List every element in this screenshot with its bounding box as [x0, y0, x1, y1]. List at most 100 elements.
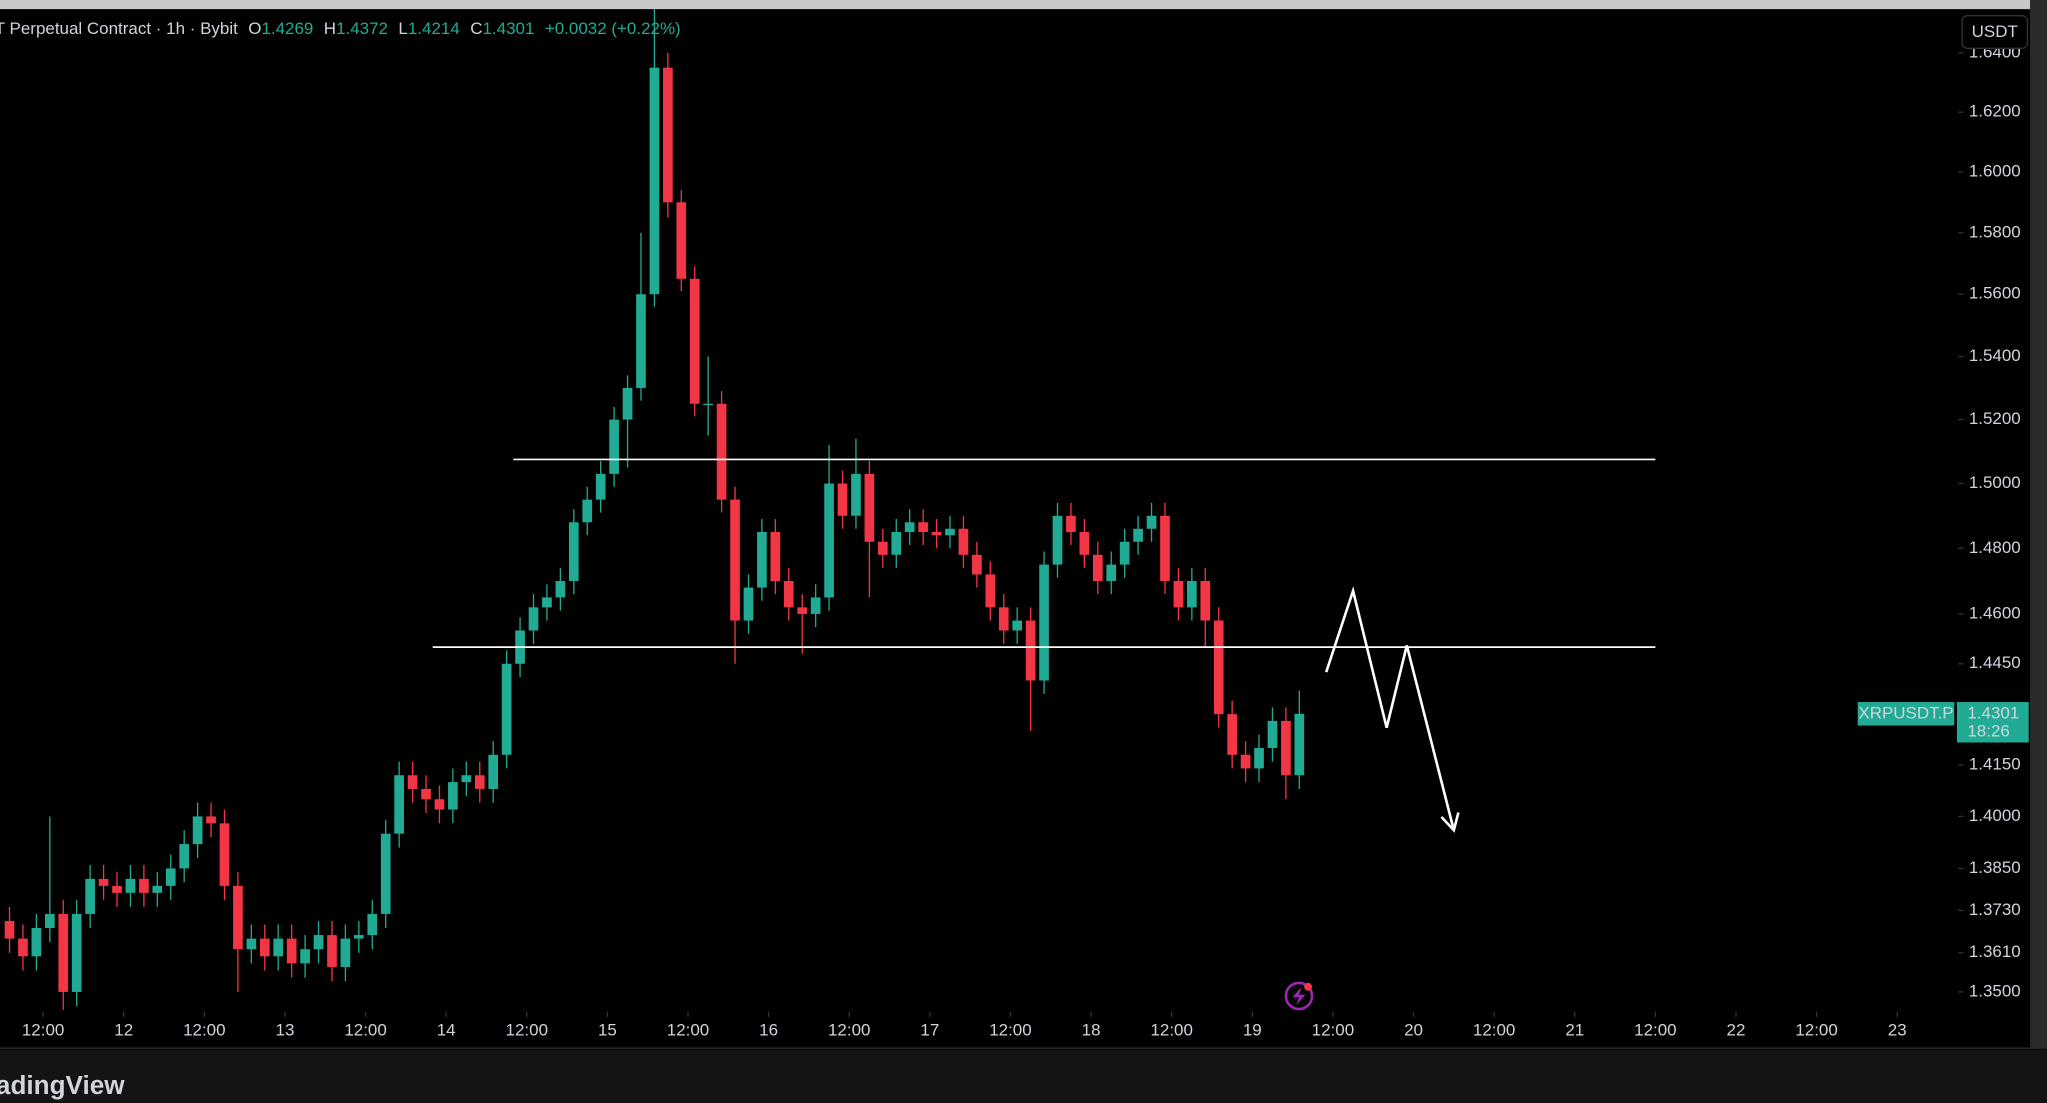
- y-tick-label: 1.5600: [1969, 284, 2021, 303]
- x-tick-label: 12:00: [828, 1021, 870, 1040]
- candle-body: [972, 554, 982, 575]
- candle-body: [1106, 564, 1117, 581]
- x-tick-label: 12:00: [1150, 1021, 1192, 1040]
- event-icon[interactable]: [1284, 981, 1314, 1011]
- x-tick-label: 19: [1243, 1021, 1262, 1040]
- candle-body: [1160, 515, 1170, 581]
- candle-body: [797, 607, 808, 614]
- x-tick-label: 12:00: [183, 1021, 225, 1040]
- x-tick-label: 12:00: [1312, 1021, 1354, 1040]
- candle-body: [501, 663, 512, 755]
- candle-body: [663, 67, 673, 203]
- candle-body: [313, 935, 324, 950]
- candle-body: [18, 938, 28, 957]
- candle-body: [622, 387, 633, 420]
- candle-body: [877, 541, 888, 555]
- candle-body: [394, 775, 404, 834]
- x-tick-label: 17: [920, 1021, 939, 1040]
- candle-body: [179, 844, 190, 869]
- candle-body: [31, 928, 42, 957]
- candle-body: [421, 788, 431, 800]
- candle-body: [743, 587, 754, 621]
- x-tick-label: 23: [1888, 1021, 1907, 1040]
- candle-body: [1254, 747, 1264, 769]
- candle-body: [44, 913, 55, 929]
- candle-body: [98, 878, 109, 886]
- candle-body: [340, 938, 351, 967]
- candle-body: [273, 938, 284, 957]
- candle-body: [689, 278, 700, 404]
- candle-body: [542, 597, 552, 608]
- candle-body: [1281, 720, 1291, 776]
- candle-body: [165, 868, 176, 886]
- candle-body: [864, 473, 875, 542]
- candle-body: [1227, 714, 1237, 755]
- candle-body: [367, 913, 378, 936]
- candle-body: [1025, 620, 1036, 681]
- candle-body: [609, 419, 619, 474]
- candle-body: [931, 532, 942, 536]
- x-tick-label: 12:00: [22, 1021, 64, 1040]
- candle-body: [4, 920, 15, 939]
- candle-body: [810, 597, 821, 614]
- candle-body: [904, 522, 915, 533]
- candle-body: [1200, 580, 1211, 621]
- y-tick-label: 1.3610: [1969, 942, 2021, 961]
- x-tick-label: 20: [1404, 1021, 1423, 1040]
- candle-body: [1119, 541, 1130, 565]
- candle-body: [985, 574, 996, 608]
- candle-body: [219, 823, 230, 886]
- candle-body: [259, 938, 270, 957]
- candle-body: [434, 799, 445, 810]
- plot: 1.64001.62001.60001.58001.56001.54001.52…: [4, 8, 2021, 1040]
- currency-button[interactable]: [1961, 15, 2029, 49]
- candle-body: [112, 885, 122, 893]
- candle-body: [206, 816, 216, 824]
- projection-line: [1324, 586, 1456, 831]
- candle-body: [407, 775, 418, 789]
- candle-body: [474, 775, 485, 789]
- ohlc-key: O: [248, 20, 261, 39]
- candle-body: [152, 885, 163, 893]
- candle-body: [300, 949, 310, 964]
- candle-body: [1092, 554, 1103, 581]
- y-tick-label: 1.3500: [1969, 981, 2021, 1000]
- x-tick-label: 22: [1727, 1021, 1746, 1040]
- candle-body: [1039, 564, 1049, 681]
- candle-body: [139, 878, 149, 893]
- currency[interactable]: USDT: [1972, 22, 2018, 41]
- candle-body: [1012, 620, 1023, 631]
- candle-body: [824, 483, 834, 598]
- candle-body: [582, 499, 593, 523]
- x-tick-label: 12:00: [667, 1021, 709, 1040]
- candle-body: [676, 202, 687, 279]
- candle-body: [998, 607, 1009, 631]
- candle-body: [649, 67, 660, 295]
- candle-body: [233, 885, 243, 950]
- candle-body: [125, 878, 136, 893]
- ohlc-value: 1.4301: [482, 20, 534, 39]
- candle-body: [1052, 515, 1063, 565]
- y-tick-label: 1.3850: [1969, 858, 2021, 877]
- header: T Perpetual Contract · 1h · Bybit O1.4269…: [0, 20, 681, 39]
- ohlc-key: H: [324, 20, 336, 39]
- scrollbar: [2030, 0, 2047, 1049]
- candle-body: [1187, 580, 1197, 608]
- candle-body: [380, 833, 391, 914]
- candle-body: [918, 522, 928, 533]
- x-tick-label: 13: [276, 1021, 295, 1040]
- candle-body: [595, 473, 606, 500]
- event-icon-bolt: [1292, 986, 1306, 1006]
- candle-body: [1133, 528, 1143, 542]
- change: +0.0032 (+0.22%): [545, 20, 681, 39]
- candle-body: [851, 473, 861, 516]
- y-tick-label: 1.5800: [1969, 222, 2021, 241]
- candle-body: [636, 294, 646, 388]
- y-tick-label: 1.4800: [1969, 538, 2021, 557]
- y-tick-label: 1.4450: [1969, 653, 2021, 672]
- y-tick-label: 1.5000: [1969, 473, 2021, 492]
- price-tag: [1956, 702, 2029, 743]
